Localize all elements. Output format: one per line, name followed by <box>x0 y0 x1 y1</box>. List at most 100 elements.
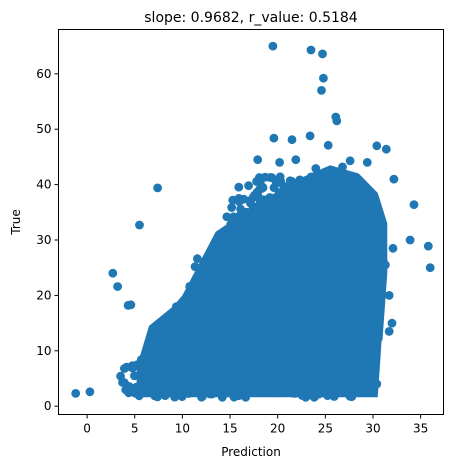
x-tick-label: 5 <box>131 422 139 436</box>
scatter-point-filler <box>130 371 139 381</box>
scatter-point-filler <box>232 322 242 332</box>
scatter-point-filler <box>322 366 332 376</box>
scatter-point-filler <box>170 378 179 387</box>
scatter-point-filler <box>288 269 297 279</box>
scatter-point-filler <box>366 187 375 197</box>
scatter-point-filler <box>323 224 333 234</box>
scatter-point <box>372 379 382 389</box>
scatter-point-filler <box>251 334 260 344</box>
scatter-point-filler <box>307 261 317 271</box>
scatter-point-filler <box>238 316 248 325</box>
y-tick-label: 40 <box>36 178 51 192</box>
scatter-point-filler <box>325 233 335 243</box>
scatter-point-filler <box>280 213 290 222</box>
scatter-point <box>268 41 278 51</box>
scatter-point-filler <box>327 200 337 210</box>
y-tick-label: 0 <box>44 399 52 413</box>
scatter-point <box>71 389 81 398</box>
scatter-point-filler <box>241 223 251 233</box>
scatter-point-filler <box>224 289 234 298</box>
scatter-point <box>425 263 435 273</box>
scatter-point-filler <box>309 321 319 331</box>
scatter-point-filler <box>298 350 308 360</box>
scatter-point <box>291 155 301 165</box>
scatter-point-filler <box>294 200 304 210</box>
scatter-point-filler <box>239 371 249 381</box>
scatter-point-filler <box>328 213 337 223</box>
scatter-point <box>388 243 398 253</box>
scatter-point-filler <box>278 306 287 316</box>
scatter-point-filler <box>215 281 225 291</box>
y-tick-label: 30 <box>36 233 51 247</box>
scatter-point-filler <box>223 252 233 262</box>
scatter-point-filler <box>328 241 338 251</box>
scatter-point-filler <box>356 246 366 256</box>
scatter-point-filler <box>239 194 249 204</box>
scatter-point-filler <box>150 391 160 401</box>
scatter-point-filler <box>289 179 298 188</box>
scatter-point-filler <box>274 208 283 218</box>
scatter-point-filler <box>284 333 294 342</box>
scatter-point-filler <box>167 363 177 373</box>
scatter-point-filler <box>314 175 323 185</box>
scatter-point-filler <box>234 182 244 192</box>
scatter-point-filler <box>266 322 275 332</box>
scatter-point-filler <box>245 377 255 387</box>
scatter-point-filler <box>251 213 261 223</box>
scatter-point-filler <box>288 366 297 376</box>
scatter-point-filler <box>161 388 171 397</box>
scatter-point-filler <box>341 195 351 205</box>
scatter-point <box>387 318 397 328</box>
scatter-point-filler <box>316 277 325 287</box>
scatter-point-filler <box>195 389 205 398</box>
scatter-point-filler <box>235 331 245 340</box>
scatter-point-filler <box>190 347 200 357</box>
scatter-point <box>338 162 347 172</box>
x-tick-label: 20 <box>270 422 285 436</box>
scatter-point-filler <box>310 236 320 246</box>
scatter-point-filler <box>275 172 285 182</box>
scatter-point-filler <box>130 388 140 398</box>
scatter-point-filler <box>352 368 362 378</box>
scatter-point-filler <box>255 176 265 186</box>
scatter-point-filler <box>236 303 246 313</box>
scatter-point-filler <box>242 358 252 368</box>
scatter-point-filler <box>335 199 345 209</box>
scatter-point-filler <box>292 324 302 334</box>
scatter-point-filler <box>179 382 188 392</box>
plot-area-frame <box>58 29 444 415</box>
scatter-point <box>311 164 321 173</box>
scatter-point-filler <box>194 360 204 369</box>
scatter-point-filler <box>286 260 296 269</box>
scatter-point-filler <box>271 377 280 387</box>
scatter-point-filler <box>347 241 357 251</box>
scatter-point-filler <box>292 250 302 259</box>
scatter-point-filler <box>250 297 260 307</box>
scatter-point-filler <box>260 315 270 325</box>
scatter-point-filler <box>266 342 276 352</box>
scatter-point-filler <box>232 342 242 351</box>
scatter-point <box>381 260 390 270</box>
scatter-point-filler <box>322 298 332 307</box>
scatter-point-filler <box>245 321 255 331</box>
scatter-point-filler <box>281 232 291 242</box>
scatter-point-filler <box>347 392 357 402</box>
scatter-point-filler <box>305 188 315 198</box>
scatter-point <box>275 158 284 167</box>
scatter-point <box>381 144 391 154</box>
x-tick-label: 10 <box>175 422 190 436</box>
scatter-point <box>423 241 433 251</box>
scatter-point-filler <box>323 281 333 291</box>
scatter-point-filler <box>199 326 209 336</box>
scatter-point-filler <box>227 203 237 212</box>
scatter-point-filler <box>244 387 254 397</box>
scatter-point-filler <box>334 352 344 362</box>
scatter-point <box>345 156 355 166</box>
scatter-point-filler <box>256 358 266 368</box>
scatter-point-filler <box>220 242 230 252</box>
scatter-point-filler <box>319 348 328 358</box>
scatter-point-filler <box>241 246 251 256</box>
scatter-point-filler <box>259 371 269 381</box>
y-tick-label: 50 <box>36 122 51 136</box>
